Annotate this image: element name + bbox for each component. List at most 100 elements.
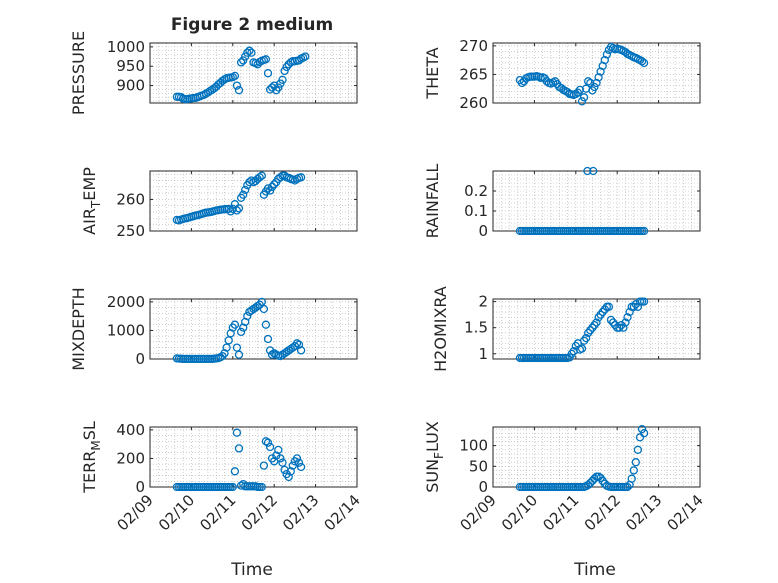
data-point xyxy=(267,83,277,92)
data-point xyxy=(232,206,242,215)
data-point xyxy=(633,445,643,454)
subplot-mixdepth: 0 1000 2000 MIXDEPTH xyxy=(69,287,358,371)
y-axis-label: H2OMIXRA xyxy=(431,286,450,372)
axes-frame xyxy=(149,170,358,232)
data-point xyxy=(232,81,242,90)
y-tick-label: 0 xyxy=(135,350,145,368)
data-point xyxy=(294,458,304,467)
data-point xyxy=(517,78,527,88)
data-point xyxy=(627,474,636,483)
data-point xyxy=(234,350,244,359)
axes-frame xyxy=(492,426,701,488)
subplot-h2omixra: 1 1.5 2 H2OMIXRA xyxy=(431,286,701,372)
y-axis-label: TERRMSL xyxy=(80,421,103,494)
y-axis-label-main: MIXDEPTH xyxy=(69,287,88,370)
series-markers xyxy=(172,46,310,104)
data-point xyxy=(631,458,640,467)
y-tick-label: 0.1 xyxy=(464,202,488,220)
y-tick-label: 260 xyxy=(116,190,145,208)
data-point xyxy=(542,77,551,86)
data-point xyxy=(257,482,266,492)
y-tick-label: 0 xyxy=(478,222,488,240)
plot-area xyxy=(150,43,357,103)
data-point xyxy=(577,344,587,353)
data-point xyxy=(265,442,275,452)
data-point xyxy=(623,482,632,492)
data-point xyxy=(236,327,246,337)
data-point xyxy=(247,48,256,57)
y-tick-label: 250 xyxy=(116,222,145,240)
axes-frame xyxy=(149,298,358,360)
data-point xyxy=(276,351,285,361)
data-point xyxy=(230,320,240,329)
data-point xyxy=(592,318,601,327)
y-tick-label: 200 xyxy=(116,449,145,467)
y-tick-label: 0 xyxy=(135,478,145,496)
figure-title: Figure 2 medium xyxy=(171,15,333,35)
y-axis-label: THETA xyxy=(423,47,442,99)
data-point xyxy=(261,55,271,64)
data-point xyxy=(255,173,264,182)
y-axis-label: AIRTEMP xyxy=(80,167,103,235)
y-axis-label: RAINFALL xyxy=(423,164,442,239)
y-tick-label: 900 xyxy=(116,77,145,95)
data-point xyxy=(292,339,302,348)
data-point xyxy=(243,48,252,57)
y-tick-label: 400 xyxy=(116,421,145,439)
y-axis-label-main: RAINFALL xyxy=(423,164,442,239)
data-point xyxy=(232,343,242,352)
axes-frame xyxy=(492,298,701,360)
data-point xyxy=(236,481,246,490)
data-point xyxy=(239,323,248,332)
data-point xyxy=(270,180,279,189)
y-tick-label: 100 xyxy=(459,437,488,455)
data-point xyxy=(276,454,285,463)
y-axis-label-subscript: T xyxy=(89,200,103,209)
y-axis-label-main: TERR xyxy=(80,451,99,494)
data-point xyxy=(278,75,287,84)
data-point xyxy=(278,350,287,359)
series-markers xyxy=(172,171,306,225)
data-point xyxy=(274,445,283,455)
series-markers xyxy=(172,297,306,364)
data-point xyxy=(584,328,593,338)
data-point xyxy=(243,311,252,321)
subplot-air_temp: 250 260 AIRTEMP xyxy=(80,167,358,240)
data-point xyxy=(584,480,593,490)
series-markers xyxy=(515,424,649,492)
subplot-rainfall: 0 0.1 0.2 RAINFALL xyxy=(423,164,701,240)
data-point xyxy=(226,207,235,216)
data-point xyxy=(623,313,632,322)
data-point xyxy=(224,204,233,214)
x-axis-label-left: Time xyxy=(230,560,273,580)
data-point xyxy=(633,302,643,311)
data-point xyxy=(619,323,628,332)
data-point xyxy=(577,97,587,106)
data-point xyxy=(296,173,306,182)
data-point xyxy=(234,204,244,213)
data-point xyxy=(598,307,607,317)
data-point xyxy=(292,454,302,463)
data-point xyxy=(267,350,277,359)
y-tick-label: 950 xyxy=(116,57,145,75)
data-point xyxy=(583,166,592,176)
series-markers xyxy=(515,166,649,236)
data-point xyxy=(296,346,306,355)
subplot-theta: 260 265 270 THETA xyxy=(423,37,701,112)
data-point xyxy=(228,204,237,214)
data-point xyxy=(284,346,293,355)
data-point xyxy=(625,307,634,317)
plot-area xyxy=(493,427,700,487)
data-point xyxy=(301,52,310,61)
y-tick-label: 1000 xyxy=(107,321,145,339)
data-point xyxy=(276,173,285,182)
data-point xyxy=(267,182,277,191)
y-axis-label-suffix: EMP xyxy=(80,167,99,201)
y-axis-label-main: H2OMIXRA xyxy=(431,286,450,372)
data-point xyxy=(259,304,269,314)
y-tick-label: 2 xyxy=(478,293,488,311)
data-point xyxy=(586,478,595,488)
series-markers xyxy=(515,297,649,363)
data-point xyxy=(259,461,269,470)
